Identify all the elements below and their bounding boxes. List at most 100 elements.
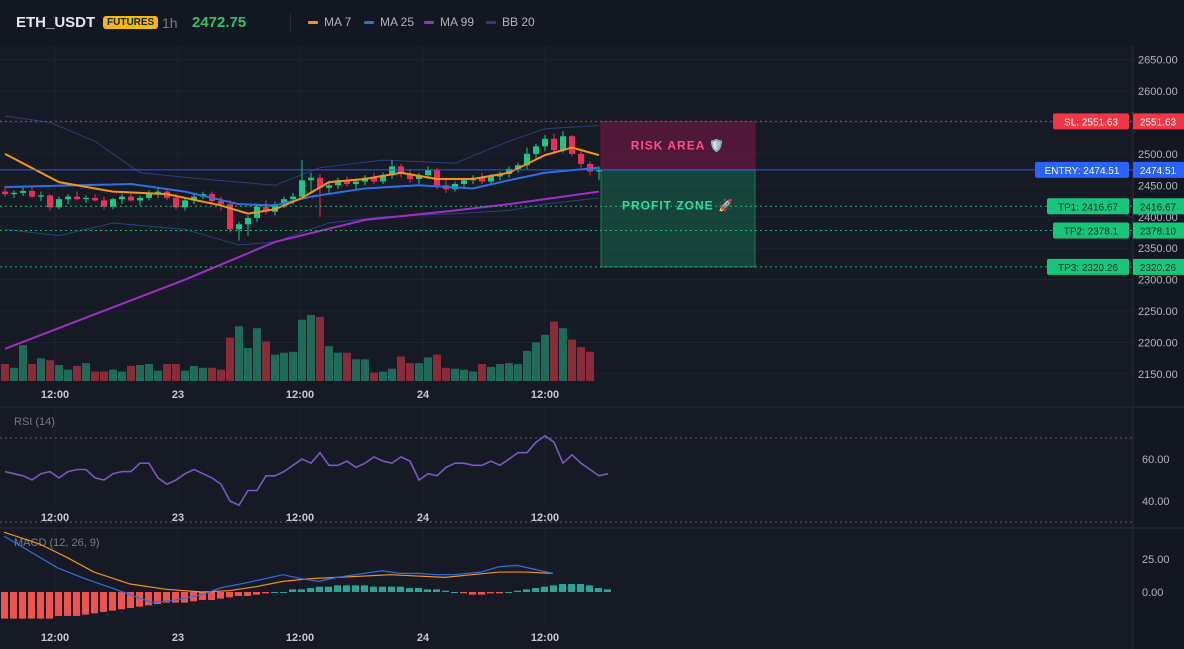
volume-bar <box>190 365 198 381</box>
volume-bar <box>109 369 117 381</box>
macd-histogram-bar <box>244 592 251 596</box>
last-price: 2472.75 <box>192 14 247 31</box>
volume-bar <box>253 328 261 381</box>
volume-bar <box>91 371 99 381</box>
price-tick-label: 2600.00 <box>1138 86 1178 98</box>
ma7-line <box>4 146 600 215</box>
level-axis-tag <box>1133 113 1184 130</box>
candle-body <box>569 136 575 154</box>
volume-bar <box>136 364 144 381</box>
level-axis-label: 2416.67 <box>1140 202 1177 213</box>
rsi-tick-label: 40.00 <box>1142 496 1170 508</box>
candle-body <box>236 224 242 230</box>
macd-pane[interactable]: MACD (12, 26, 9) 25.00 0.00 12:00 23 12:00 24 1… <box>0 529 1184 649</box>
volume-bar <box>532 342 540 381</box>
price-tick-label: 2200.00 <box>1138 338 1178 350</box>
level-axis-tag <box>1133 161 1184 178</box>
rsi-title: RSI (14) <box>14 416 55 428</box>
time-tick-label: 12:00 <box>41 512 69 524</box>
bollinger-bands <box>4 115 600 246</box>
volume-bar <box>145 364 153 381</box>
candle-body <box>542 138 548 147</box>
macd-histogram-bar <box>10 592 17 619</box>
volume-bar <box>289 351 297 381</box>
macd-histogram-bar <box>604 589 611 592</box>
risk-zone <box>600 120 756 171</box>
macd-histogram-bar <box>172 592 179 603</box>
time-tick-label: 12:00 <box>531 389 559 401</box>
candle-body <box>434 170 440 186</box>
macd-histogram-bar <box>181 592 188 603</box>
candle-body <box>326 185 332 188</box>
macd-line <box>3 535 554 604</box>
candle-body <box>47 195 53 208</box>
level-axis-label: 2474.51 <box>1140 166 1177 177</box>
time-tick-label: 12:00 <box>531 512 559 524</box>
timeframe-label[interactable]: 1h <box>162 15 178 31</box>
macd-background <box>0 529 1133 649</box>
volume-bar <box>433 354 441 381</box>
legend-swatch-icon <box>364 20 374 24</box>
time-axis-background <box>0 381 1133 407</box>
time-tick-label: 23 <box>172 512 184 524</box>
price-axis[interactable]: 2650.002600.002550.002500.002450.002400.… <box>0 46 1184 408</box>
volume-bar <box>388 368 396 381</box>
volume-bar <box>442 367 450 381</box>
candle-body <box>317 177 323 188</box>
volume-bar <box>424 357 432 381</box>
macd-histogram-bar <box>280 592 287 593</box>
candle-body <box>191 196 197 201</box>
time-tick-label: 24 <box>417 389 430 401</box>
volume-bar <box>19 345 27 381</box>
candle-body <box>335 180 341 186</box>
candle-body <box>272 204 278 212</box>
volume-bar <box>541 334 549 381</box>
symbol-title[interactable]: ETH_USDT <box>16 14 96 31</box>
macd-histogram-bar <box>433 589 440 592</box>
macd-signal-line <box>3 531 554 593</box>
rsi-background <box>0 408 1133 528</box>
candle-body <box>38 195 44 197</box>
time-tick-label: 12:00 <box>286 389 314 401</box>
volume-bar <box>343 352 351 381</box>
candle-body <box>407 173 413 180</box>
macd-histogram-bar <box>577 584 584 592</box>
candle-body <box>308 177 314 181</box>
macd-histogram-bar <box>559 584 566 592</box>
volume-bar <box>514 364 522 381</box>
macd-histogram-bar <box>424 589 431 592</box>
macd-histogram-bar <box>469 592 476 595</box>
volume-bar <box>217 369 225 381</box>
macd-histogram-bar <box>568 584 575 592</box>
macd-histogram-bar <box>442 590 449 592</box>
candle-body <box>524 153 530 166</box>
risk-zone-label: RISK AREA 🛡️ <box>631 139 725 153</box>
legend-label: MA 7 <box>324 15 352 29</box>
trade-zones: RISK AREA 🛡️ PROFIT ZONE 🚀 <box>600 120 756 268</box>
candle-body <box>479 177 485 182</box>
candle-body <box>353 181 359 185</box>
legend-ma7[interactable]: MA 7 <box>308 15 351 29</box>
volume-bar <box>370 372 378 381</box>
macd-histogram-bar <box>397 586 404 592</box>
volume-bar <box>298 319 306 381</box>
macd-histogram-bar <box>487 592 494 594</box>
candle-body <box>65 196 71 200</box>
price-tick-label: 2400.00 <box>1138 212 1178 224</box>
candle-body <box>290 196 296 200</box>
rsi-pane[interactable]: RSI (14) 60.00 40.00 12:00 23 12:00 24 12:00 <box>0 408 1184 529</box>
candle-body <box>299 180 305 197</box>
legend-bb20[interactable]: BB 20 <box>486 15 535 29</box>
trade-levels <box>0 120 1133 268</box>
level-tag <box>1047 198 1129 215</box>
volume-bar <box>271 354 279 381</box>
legend-ma99[interactable]: MA 99 <box>424 15 474 29</box>
legend-label: MA 25 <box>380 15 415 29</box>
candle-body <box>371 177 377 182</box>
legend-ma25[interactable]: MA 25 <box>364 15 414 29</box>
macd-histogram-bar <box>325 586 332 592</box>
rsi-tick-label: 60.00 <box>1142 454 1170 466</box>
volume-bar <box>226 337 234 381</box>
legend-label: MA 99 <box>440 15 475 29</box>
